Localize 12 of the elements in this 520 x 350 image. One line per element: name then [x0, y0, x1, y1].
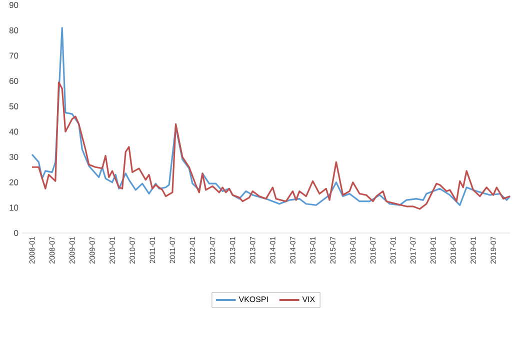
y-tick-label: 60	[10, 78, 18, 84]
y-tick-label: 10	[10, 204, 18, 211]
y-tick-label: 20	[9, 179, 18, 186]
y-tick-label: 80	[9, 27, 18, 34]
y-tick-label: 70	[10, 52, 18, 59]
y-tick-label: 40	[9, 128, 18, 135]
y-tick-label: 50	[9, 103, 18, 110]
line-series	[31, 81, 511, 210]
y-tick-label: 0	[14, 230, 18, 236]
line-series	[31, 27, 511, 206]
y-tick-label: 90	[9, 2, 18, 8]
y-tick-label: 30	[9, 154, 18, 160]
